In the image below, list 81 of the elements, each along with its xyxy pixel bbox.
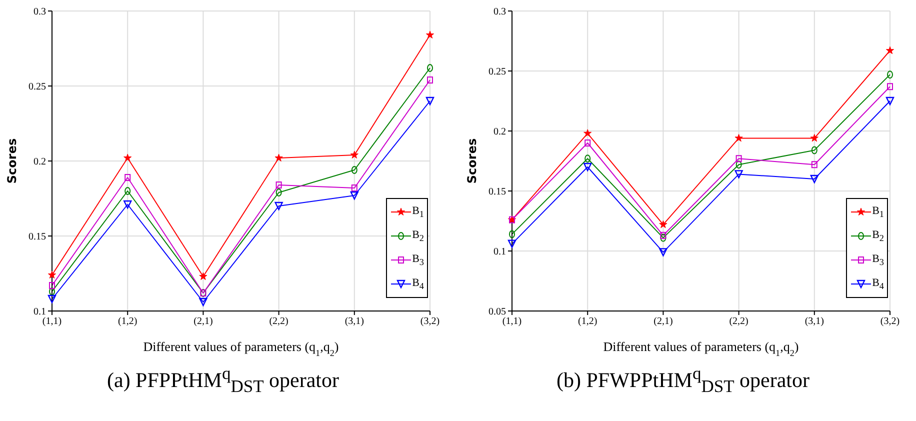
point — [124, 174, 131, 181]
point — [426, 30, 434, 38]
legend-label: B$_{1}$ — [872, 204, 884, 220]
point — [660, 234, 666, 242]
point — [736, 155, 742, 162]
point — [508, 240, 516, 248]
legend-label: B$_{1}$ — [412, 204, 424, 220]
x-tick-label: (1,1) — [42, 316, 62, 328]
point — [584, 162, 592, 172]
point — [584, 129, 592, 137]
x-tick-label: (2,2) — [269, 316, 288, 328]
point — [659, 248, 668, 256]
point — [124, 187, 131, 195]
y-tick-label: 0.1 — [34, 306, 46, 318]
point — [276, 188, 282, 196]
y-tick-label: 0.1 — [494, 246, 506, 258]
legend-label: B$_{2}$ — [412, 228, 424, 244]
point — [427, 64, 433, 72]
point — [810, 174, 818, 184]
legend-label: B$_{2}$ — [872, 228, 884, 244]
y-tick-label: 0.15 — [488, 186, 506, 198]
y-tick-label: 0.25 — [488, 66, 506, 78]
x-tick-label: (3,2) — [420, 316, 440, 328]
point — [48, 270, 56, 278]
point — [887, 83, 893, 90]
y-tick-label: 0.3 — [34, 6, 46, 18]
y-tick-label: 0.25 — [28, 82, 46, 93]
x-tick-label: (3,1) — [344, 316, 364, 328]
y-tick-label: 0.15 — [28, 232, 46, 243]
point — [199, 272, 208, 280]
legend-label: B$_{3}$ — [412, 252, 424, 268]
y-tick-label: 0.05 — [488, 306, 506, 318]
point — [509, 230, 515, 238]
x-axis-title: Different values of parameters (q$_{1}$,q$_{2}$) — [143, 339, 339, 358]
text: (a) PFPPtHM$^{q}$$_{DST}$ operator — [107, 363, 339, 396]
point — [887, 70, 893, 79]
x-tick-label: (1,1) — [502, 316, 522, 328]
point — [584, 140, 591, 146]
point — [276, 182, 282, 188]
point — [660, 232, 666, 239]
point — [124, 154, 132, 162]
point — [199, 298, 208, 306]
point — [427, 76, 433, 84]
legend-label: B$_{4}$ — [872, 276, 884, 292]
point — [351, 166, 358, 174]
point — [350, 150, 358, 158]
x-axis-title: Different values of parameters (q$_{1}$,q$_{2}$) — [603, 339, 799, 358]
point — [886, 46, 894, 54]
point — [811, 161, 818, 168]
text: (b) PFWPPtHM$^{q}$$_{DST}$ operator — [556, 363, 810, 396]
y-axis-title: Scores — [465, 138, 479, 184]
x-tick-label: (3,2) — [880, 316, 900, 328]
point — [734, 170, 743, 178]
point — [49, 288, 55, 296]
point — [810, 134, 818, 142]
point — [886, 96, 894, 106]
x-tick-label: (3,1) — [804, 316, 824, 328]
x-tick-label: (1,2) — [118, 316, 138, 328]
y-tick-label: 0.2 — [494, 126, 506, 138]
point — [48, 294, 56, 304]
x-tick-label: (2,1) — [194, 316, 213, 328]
point — [734, 134, 743, 142]
point — [736, 160, 742, 169]
point — [49, 282, 55, 289]
point — [426, 96, 434, 106]
point — [659, 220, 668, 228]
point — [811, 146, 818, 154]
y-tick-label: 0.3 — [494, 6, 506, 18]
point — [274, 202, 283, 210]
point — [124, 200, 132, 209]
x-tick-label: (2,2) — [729, 316, 748, 328]
x-tick-label: (1,2) — [578, 316, 598, 328]
y-axis-title: Scores — [5, 138, 19, 184]
point — [274, 154, 283, 162]
point — [350, 191, 358, 200]
y-tick-label: 0.2 — [34, 156, 46, 168]
point — [584, 154, 591, 163]
x-tick-label: (2,1) — [654, 316, 673, 328]
point — [351, 184, 358, 192]
legend-label: B$_{3}$ — [872, 252, 884, 268]
legend-label: B$_{4}$ — [412, 276, 424, 292]
